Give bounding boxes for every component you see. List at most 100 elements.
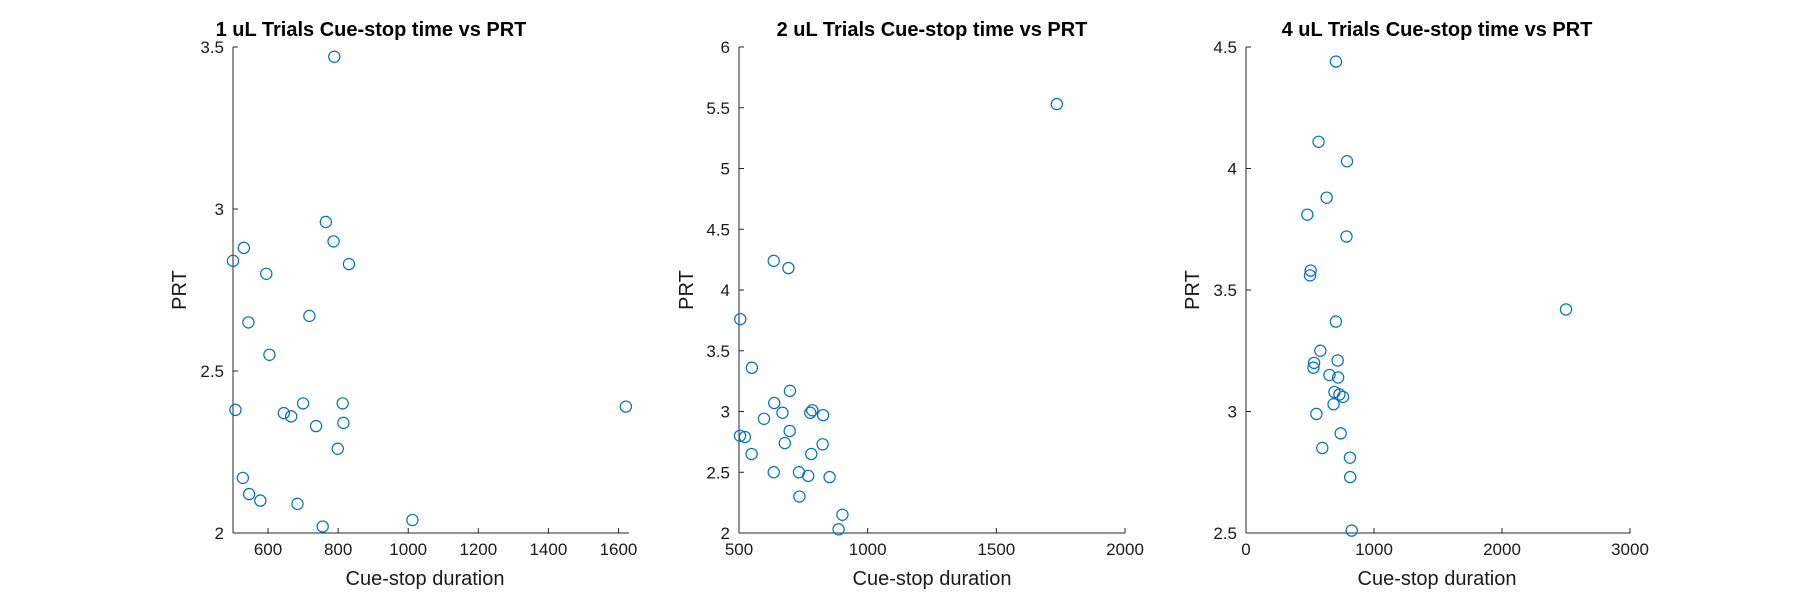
data-point — [1329, 55, 1343, 68]
panel-1-y-label: PRT — [169, 270, 191, 310]
data-point — [745, 447, 758, 461]
y-tick-label: 3 — [215, 200, 224, 219]
data-point — [303, 309, 316, 323]
data-point — [793, 490, 806, 503]
y-tick-label: 4.5 — [1213, 38, 1237, 57]
panel-3-points — [1301, 55, 1573, 537]
data-point — [816, 408, 830, 422]
x-tick-label: 1000 — [1355, 540, 1393, 559]
data-point — [1343, 451, 1357, 464]
panel-3-title: 4 uL Trials Cue-stop time vs PRT — [1282, 19, 1593, 41]
data-point — [832, 523, 845, 536]
data-point — [619, 400, 633, 413]
y-tick-label: 3.5 — [1213, 281, 1237, 300]
data-point — [1336, 390, 1350, 404]
data-point — [757, 412, 771, 425]
y-tick-label: 6 — [721, 38, 730, 57]
data-point — [237, 241, 251, 255]
data-point — [1314, 344, 1327, 357]
data-point — [823, 470, 836, 484]
data-point — [783, 424, 796, 438]
panel-3-x-ticks: 0 1000 2000 3000 — [1241, 528, 1649, 559]
panel-2-x-label: Cue-stop duration — [853, 568, 1012, 590]
data-point — [1310, 407, 1323, 421]
data-point — [319, 215, 333, 229]
panel-3-y-label: PRT — [1182, 270, 1204, 310]
data-point — [406, 513, 419, 527]
data-point — [1340, 230, 1353, 243]
data-point — [229, 403, 242, 417]
data-point — [1303, 269, 1317, 282]
data-point — [1333, 388, 1346, 401]
y-tick-label: 3.5 — [200, 38, 224, 57]
data-point — [1316, 441, 1329, 455]
panel-2-title: 2 uL Trials Cue-stop time vs PRT — [777, 19, 1088, 41]
data-point — [291, 497, 304, 511]
data-point — [767, 466, 780, 479]
panel-1-x-label: Cue-stop duration — [346, 568, 505, 590]
y-tick-label: 5.5 — [706, 99, 730, 118]
y-tick-label: 2 — [215, 524, 224, 543]
data-point — [226, 254, 240, 268]
data-point — [805, 447, 818, 461]
panel-3: 4 uL Trials Cue-stop time vs PRT 2.5 3 3.5… — [1182, 19, 1649, 590]
data-point — [783, 384, 797, 398]
y-tick-label: 4 — [1228, 160, 1237, 179]
panel-2-y-label: PRT — [676, 270, 698, 310]
panel-2-points — [733, 97, 1064, 536]
data-point — [1312, 135, 1325, 148]
panel-3-y-ticks: 2.5 3 3.5 4 4.5 — [1213, 38, 1251, 543]
data-point — [767, 254, 780, 268]
data-point — [1345, 524, 1358, 537]
panel-2-y-ticks: 2 2.5 3 3.5 4 4.5 5 5.5 6 — [706, 38, 744, 543]
data-point — [816, 438, 829, 451]
panel-1-title: 1 uL Trials Cue-stop time vs PRT — [216, 19, 527, 41]
x-tick-label: 1400 — [529, 540, 567, 559]
data-point — [776, 406, 789, 419]
data-point — [263, 348, 276, 361]
x-tick-label: 1200 — [459, 540, 497, 559]
data-point — [738, 430, 752, 444]
panel-1-x-ticks: 600 800 1000 1200 1400 1600 — [254, 528, 637, 559]
x-tick-label: 1500 — [977, 540, 1015, 559]
data-point — [328, 50, 341, 63]
y-tick-label: 2.5 — [200, 362, 224, 381]
data-point — [734, 312, 747, 326]
data-point — [768, 396, 781, 410]
x-tick-label: 2000 — [1483, 540, 1521, 559]
data-point — [336, 397, 349, 410]
data-point — [1343, 470, 1357, 484]
y-tick-label: 2 — [721, 524, 730, 543]
data-point — [316, 520, 329, 533]
data-point — [1327, 398, 1340, 411]
data-point — [254, 494, 267, 507]
data-point — [1331, 354, 1344, 367]
data-point — [284, 410, 298, 423]
data-point — [1320, 191, 1333, 204]
data-point — [242, 487, 256, 501]
x-tick-label: 500 — [725, 540, 753, 559]
y-tick-label: 2.5 — [1213, 524, 1237, 543]
data-point — [745, 361, 759, 374]
data-point — [1301, 208, 1314, 221]
panel-1-y-ticks: 2 2.5 3 3.5 — [200, 38, 238, 543]
y-tick-label: 3 — [1228, 403, 1237, 422]
data-point — [1340, 155, 1354, 168]
data-point — [1307, 361, 1320, 374]
data-point — [327, 235, 340, 248]
panel-1: 1 uL Trials Cue-stop time vs PRT 2 2.5 3 3.… — [169, 19, 637, 590]
data-point — [260, 267, 273, 280]
data-point — [277, 406, 291, 420]
data-point — [1559, 303, 1573, 316]
panel-3-x-label: Cue-stop duration — [1358, 568, 1517, 590]
x-tick-label: 600 — [254, 540, 282, 559]
data-point — [1329, 315, 1343, 328]
panel-1-points — [226, 50, 633, 533]
data-point — [806, 404, 819, 417]
panel-2: 2 uL Trials Cue-stop time vs PRT 2 2.5 3 3.… — [676, 19, 1144, 590]
data-point — [1323, 368, 1336, 382]
y-tick-label: 4.5 — [706, 220, 730, 239]
data-point — [296, 397, 310, 410]
data-point — [802, 469, 815, 483]
